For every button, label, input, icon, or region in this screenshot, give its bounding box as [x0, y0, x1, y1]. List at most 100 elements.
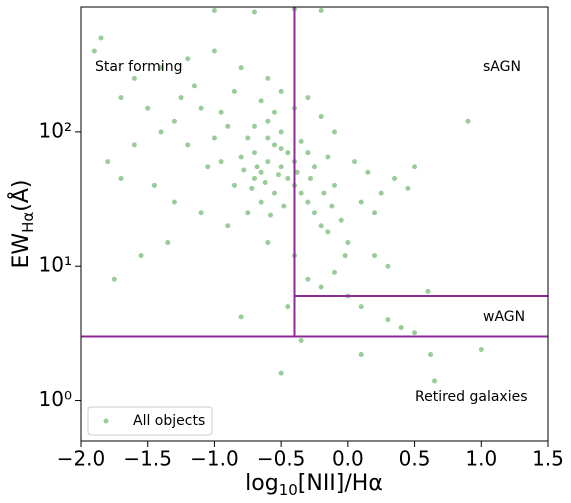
point — [251, 150, 257, 156]
point — [158, 65, 164, 71]
point — [358, 199, 364, 205]
point — [265, 118, 271, 124]
point — [285, 150, 291, 156]
x-tick-label: −1.5 — [123, 447, 172, 471]
point — [251, 123, 257, 129]
point — [365, 169, 371, 175]
point — [298, 337, 304, 343]
point — [105, 159, 111, 165]
point — [225, 123, 231, 129]
plot-frame — [80, 6, 549, 442]
y-label-rest: (Å) — [7, 179, 34, 211]
point — [285, 175, 291, 181]
legend: All objects — [87, 406, 213, 436]
point — [285, 304, 291, 310]
point — [241, 167, 247, 173]
x-tick-label: 0.5 — [399, 447, 431, 471]
annotation: Star forming — [95, 59, 182, 75]
point — [294, 169, 300, 175]
y-label-main: EW — [9, 233, 34, 269]
point — [318, 114, 324, 120]
point — [278, 146, 284, 152]
y-tick-label: 10² — [39, 118, 72, 142]
point — [265, 135, 271, 141]
point — [198, 105, 204, 111]
point — [345, 240, 351, 246]
annotation: wAGN — [483, 309, 525, 325]
point — [412, 164, 418, 170]
point — [307, 175, 313, 181]
point — [171, 118, 177, 124]
point — [275, 172, 281, 178]
y-axis-label: EWHα(Å) — [7, 179, 37, 268]
point — [281, 203, 287, 209]
point — [218, 109, 224, 115]
point — [258, 199, 264, 205]
point — [278, 129, 284, 135]
x-tick-label: −2.0 — [57, 447, 106, 471]
point — [151, 182, 157, 188]
x-label-main: log — [245, 471, 279, 496]
point — [271, 190, 277, 196]
point — [258, 98, 264, 104]
point — [321, 190, 327, 196]
x-tick-label: −0.5 — [257, 447, 306, 471]
legend-label: All objects — [133, 413, 205, 429]
point — [271, 142, 277, 148]
point — [329, 203, 335, 209]
point — [372, 253, 378, 259]
point — [318, 223, 324, 229]
point — [211, 8, 217, 14]
x-label-rest: [NII]/Hα — [298, 471, 383, 496]
x-axis-label: log10[NII]/Hα — [245, 471, 383, 499]
x-tick-label: 1.0 — [465, 447, 497, 471]
point — [262, 179, 268, 185]
point — [378, 190, 384, 196]
legend-marker — [103, 418, 109, 424]
point — [352, 159, 358, 165]
point — [238, 154, 244, 160]
point — [425, 288, 431, 294]
point — [249, 185, 255, 191]
point — [265, 240, 271, 246]
point — [325, 229, 331, 235]
point — [165, 240, 171, 246]
point — [318, 284, 324, 290]
point — [342, 253, 348, 259]
point — [251, 9, 257, 15]
legend-box — [87, 406, 213, 436]
point — [225, 223, 231, 229]
point — [312, 164, 317, 170]
x-tick-label: 1.5 — [532, 447, 564, 471]
point — [131, 142, 137, 148]
point — [158, 129, 164, 135]
x-tick-label: −1.0 — [190, 447, 239, 471]
point — [278, 164, 284, 170]
point — [178, 95, 184, 101]
point — [325, 154, 331, 160]
point — [185, 142, 191, 148]
plot-area — [81, 6, 548, 384]
point — [478, 346, 484, 352]
y-tick-label: 10¹ — [39, 253, 72, 277]
point — [412, 330, 418, 336]
point — [265, 159, 271, 165]
point — [145, 105, 151, 111]
point — [238, 314, 244, 320]
point — [358, 304, 364, 310]
point — [191, 83, 197, 89]
point — [251, 175, 257, 181]
y-label-sub: Hα — [19, 212, 37, 233]
point — [267, 212, 273, 218]
point — [245, 210, 251, 216]
point — [265, 75, 271, 81]
x-label-sub: 10 — [279, 481, 298, 499]
point — [372, 210, 378, 216]
point — [305, 276, 311, 282]
point — [118, 95, 124, 101]
point — [271, 109, 277, 115]
point — [278, 88, 284, 94]
point — [332, 182, 338, 188]
